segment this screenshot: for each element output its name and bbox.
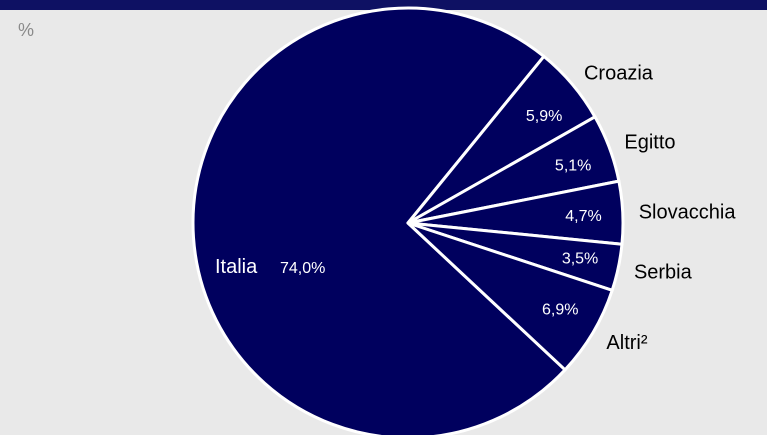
pie-labels: Italia 74,0% 5,9% Croazia 5,1% Egitto 4,7% Slov…: [215, 63, 736, 354]
value-label-serbia: 3,5%: [562, 251, 598, 268]
category-label-italia: Italia: [215, 256, 258, 278]
category-label-serbia: Serbia: [634, 261, 693, 283]
pie-slices: [191, 6, 625, 435]
value-label-croazia: 5,9%: [526, 108, 562, 125]
value-label-altri: 6,9%: [542, 302, 578, 319]
category-label-altri: Altri²: [606, 332, 647, 354]
category-label-croazia: Croazia: [584, 63, 654, 85]
category-label-slovacchia: Slovacchia: [639, 202, 737, 224]
category-label-egitto: Egitto: [624, 132, 675, 154]
unit-label: %: [18, 20, 35, 40]
pie-slice-italia: [191, 6, 567, 435]
top-bar: [0, 0, 767, 10]
value-label-slovacchia: 4,7%: [565, 208, 601, 225]
value-label-egitto: 5,1%: [555, 158, 591, 175]
value-label-italia: 74,0%: [280, 260, 325, 277]
pie-slice-altri: [406, 221, 614, 372]
